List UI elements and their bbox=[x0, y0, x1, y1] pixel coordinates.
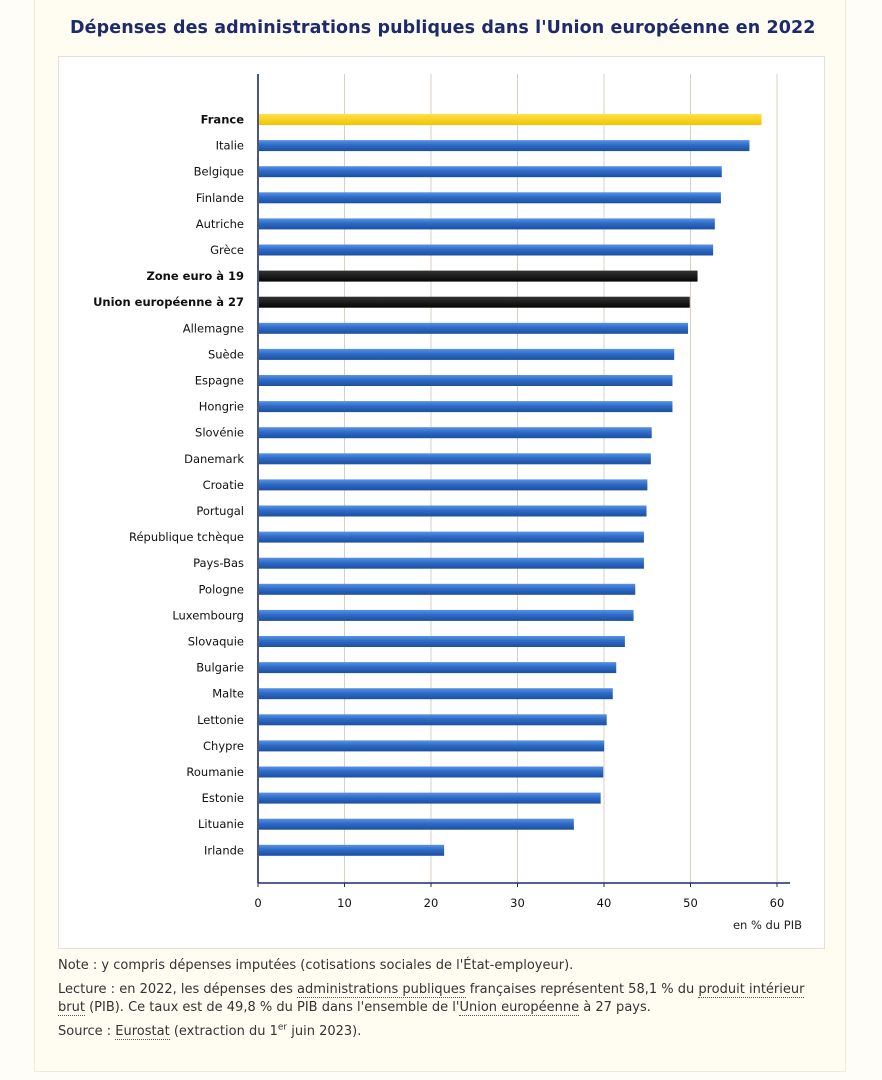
bar: Bulgarie : 41.3 bbox=[259, 662, 617, 674]
bar: Zone euro à 19 : 50.7 bbox=[259, 270, 698, 282]
x-tick-label: 0 bbox=[254, 896, 261, 910]
category-label: Slovaquie bbox=[188, 635, 244, 649]
source-text: Source : Eurostat (extraction du 1er jui… bbox=[58, 1023, 828, 1041]
bar: Espagne : 47.8 bbox=[259, 375, 673, 386]
category-label: Slovénie bbox=[195, 426, 244, 440]
category-label: Lituanie bbox=[198, 817, 244, 831]
bar: Irlande : 21.4 bbox=[259, 844, 445, 856]
x-tick-label: 30 bbox=[510, 896, 525, 910]
bar: Allemagne : 49.6 bbox=[259, 322, 689, 334]
x-tick-labels: 0 10 20 30 40 50 60 bbox=[254, 896, 784, 910]
category-label: Finlande bbox=[196, 191, 244, 205]
chart-panel: France : 58.1 Italie : 56.7 Belgique : 53.… bbox=[58, 56, 825, 949]
category-label: Estonie bbox=[202, 791, 244, 805]
category-label: Croatie bbox=[203, 478, 244, 492]
bar: République tchèque : 44.5 bbox=[259, 531, 644, 543]
bar: France : 58.1 bbox=[259, 114, 762, 125]
bar: Pologne : 43.5 bbox=[259, 583, 636, 595]
bar: Danemark : 45.3 bbox=[259, 453, 651, 465]
x-tick-label: 50 bbox=[683, 896, 698, 910]
source-superscript: er bbox=[277, 1022, 288, 1033]
bar: Luxembourg : 43.3 bbox=[259, 609, 634, 621]
lecture-text: Lecture : en 2022, les dépenses des admi… bbox=[58, 981, 828, 1017]
category-label: Zone euro à 19 bbox=[146, 269, 244, 283]
lecture-part: Lecture : en 2022, les dépenses des bbox=[58, 982, 298, 997]
category-label: Union européenne à 27 bbox=[93, 295, 244, 309]
bar: Lituanie : 36.4 bbox=[259, 818, 574, 830]
category-label: Bulgarie bbox=[196, 661, 244, 675]
bar: Croatie : 44.9 bbox=[259, 479, 648, 491]
x-tick-label: 20 bbox=[424, 896, 439, 910]
category-label: Hongrie bbox=[199, 400, 244, 414]
lecture-part: françaises représentent 58,1 % du bbox=[465, 982, 699, 997]
bar: Grèce : 52.5 bbox=[259, 244, 714, 256]
category-label: Belgique bbox=[194, 165, 244, 179]
category-label: Luxembourg bbox=[172, 608, 244, 622]
category-label: Espagne bbox=[195, 374, 244, 388]
bar: Slovaquie : 42.3 bbox=[259, 636, 625, 647]
x-tick-label: 40 bbox=[597, 896, 612, 910]
x-tick-label: 60 bbox=[770, 896, 785, 910]
category-label: République tchèque bbox=[129, 530, 244, 544]
bar: Chypre : 39.9 bbox=[259, 740, 605, 752]
bar: Suède : 48 bbox=[259, 348, 675, 360]
bar-chart: France : 58.1 Italie : 56.7 Belgique : 53.… bbox=[93, 74, 802, 932]
bar: Union européenne à 27 : 49.8 bbox=[259, 296, 690, 308]
source-part: (extraction du 1 bbox=[169, 1024, 278, 1039]
gridlines bbox=[344, 74, 778, 883]
bar: Malte : 40.9 bbox=[259, 688, 613, 700]
axes bbox=[257, 74, 790, 887]
bar: Autriche : 52.7 bbox=[259, 218, 715, 230]
lecture-part: à 27 pays. bbox=[579, 1000, 651, 1015]
note-text: Note : y compris dépenses imputées (coti… bbox=[58, 958, 574, 973]
bar: Slovénie : 45.4 bbox=[259, 427, 652, 439]
bar: Finlande : 53.4 bbox=[259, 192, 721, 204]
category-label: Roumanie bbox=[186, 765, 244, 779]
category-labels: France Italie Belgique Finlande Autriche Grèc… bbox=[93, 113, 244, 858]
category-label: Portugal bbox=[196, 504, 244, 518]
category-label: Italie bbox=[216, 139, 244, 153]
bars: France : 58.1 Italie : 56.7 Belgique : 53.… bbox=[259, 114, 762, 856]
category-label: Irlande bbox=[204, 843, 244, 857]
category-label: Allemagne bbox=[183, 321, 244, 335]
category-label: Pologne bbox=[199, 582, 244, 596]
source-part: juin 2023). bbox=[287, 1024, 362, 1039]
bar: Pays-Bas : 44.5 bbox=[259, 557, 644, 569]
link-eurostat[interactable]: Eurostat bbox=[115, 1024, 170, 1040]
bar: Lettonie : 40.2 bbox=[259, 714, 607, 726]
category-label: Autriche bbox=[196, 217, 244, 231]
bar: Roumanie : 39.8 bbox=[259, 766, 604, 778]
chart-notes: Note : y compris dépenses imputées (coti… bbox=[58, 957, 828, 1047]
category-label: France bbox=[201, 113, 245, 127]
link-union-europeenne[interactable]: Union européenne bbox=[459, 1000, 580, 1016]
category-label: Pays-Bas bbox=[193, 556, 244, 570]
source-part: Source : bbox=[58, 1024, 116, 1039]
category-label: Malte bbox=[212, 687, 244, 701]
bar: Hongrie : 47.8 bbox=[259, 401, 673, 413]
link-produit-interieur-brut[interactable]: produit intérieur brut bbox=[58, 982, 805, 1016]
lecture-part: (PIB). Ce taux est de 49,8 % du PIB dans… bbox=[84, 1000, 460, 1015]
bar: Italie : 56.7 bbox=[259, 140, 750, 152]
bar: Belgique : 53.5 bbox=[259, 166, 722, 178]
category-label: Lettonie bbox=[197, 713, 244, 727]
category-label: Suède bbox=[208, 347, 244, 361]
category-label: Danemark bbox=[184, 452, 244, 466]
link-administrations-publiques[interactable]: administrations publiques bbox=[297, 982, 466, 998]
category-label: Chypre bbox=[203, 739, 244, 753]
x-axis-label: en % du PIB bbox=[733, 918, 802, 932]
bar: Portugal : 44.8 bbox=[259, 505, 647, 517]
bar: Estonie : 39.5 bbox=[259, 792, 601, 804]
page-title: Dépenses des administrations publiques d… bbox=[70, 18, 816, 38]
category-label: Grèce bbox=[210, 243, 244, 257]
x-tick-label: 10 bbox=[337, 896, 352, 910]
